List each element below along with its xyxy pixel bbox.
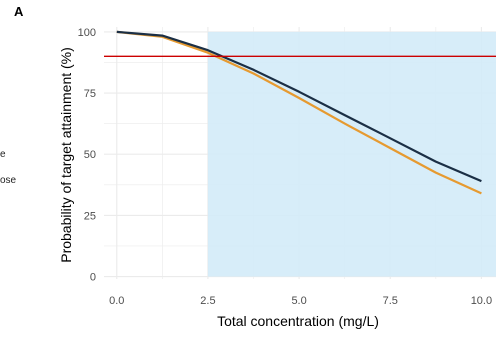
legend-fragment-1: e — [0, 149, 6, 160]
plot-area: 0.0 2.5 5.0 7.5 10.0 0 25 50 75 100 — [78, 27, 496, 307]
x-tick-label: 7.5 — [383, 295, 398, 307]
series-line-1 — [116, 30, 482, 183]
legend-fragment-2: ose — [0, 175, 17, 186]
y-axis-title: Probability of target attainment (%) — [58, 47, 74, 263]
x-tick-label: 10.0 — [471, 295, 492, 307]
y-tick-label: 75 — [84, 88, 96, 100]
y-tick-label: 50 — [84, 149, 96, 161]
x-tick-label: 2.5 — [200, 295, 215, 307]
panel-tag: A — [14, 4, 24, 19]
series-line-2 — [116, 30, 482, 195]
y-tick-label: 25 — [84, 210, 96, 222]
y-tick-label: 0 — [90, 272, 96, 284]
x-tick-label: 0.0 — [109, 295, 124, 307]
y-tick-label: 100 — [78, 27, 96, 39]
x-axis-title: Total concentration (mg/L) — [217, 313, 379, 329]
target-concentration-region — [207, 31, 496, 277]
x-tick-label: 5.0 — [291, 295, 306, 307]
